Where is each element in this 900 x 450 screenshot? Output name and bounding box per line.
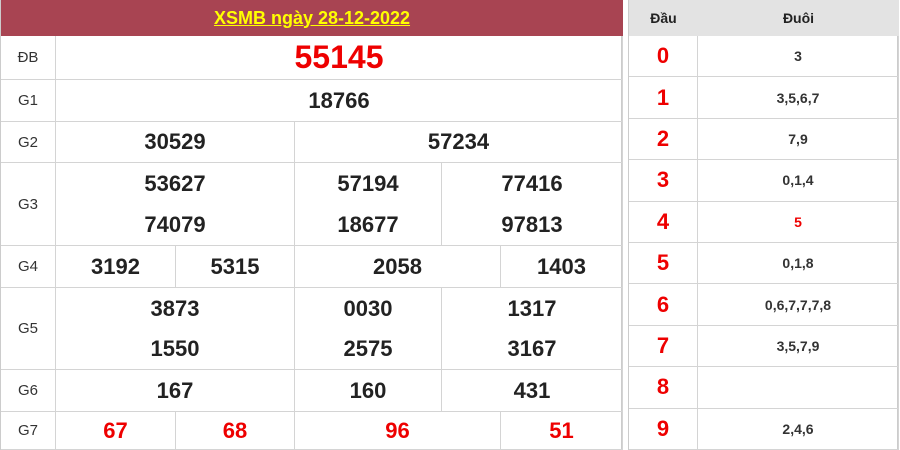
tail-column-header: Đuôi: [698, 0, 899, 36]
prize-number: 2058: [295, 246, 501, 288]
prize-number: 53627: [56, 163, 295, 205]
loto-tail: 3,5,7,9: [698, 325, 899, 368]
loto-tail: 3,5,6,7: [698, 77, 899, 119]
loto-tail: 3: [698, 36, 899, 78]
prize-number: 5315: [176, 246, 295, 288]
prize-number: 51: [501, 412, 623, 450]
prize-label: G6: [1, 370, 56, 412]
prize-label: G3: [1, 163, 56, 246]
prize-number: 3167: [442, 329, 623, 370]
prize-label: ĐB: [1, 36, 56, 80]
prize-label: G5: [1, 288, 56, 370]
prize-number: 1317: [442, 288, 623, 329]
loto-head: 1: [629, 77, 698, 119]
prize-number: 67: [56, 412, 176, 450]
prize-label: G7: [1, 412, 56, 450]
loto-tail: [698, 367, 899, 409]
loto-tail: 2,4,6: [698, 408, 899, 450]
head-column-header: Đầu: [629, 0, 698, 36]
prize-number: 77416: [442, 163, 623, 205]
prize-number: 160: [295, 370, 442, 412]
prize-number: 431: [442, 370, 623, 412]
loto-tail: 5: [698, 201, 899, 243]
prize-number: 57194: [295, 163, 442, 205]
prize-number: 2575: [295, 329, 442, 370]
loto-head: 2: [629, 118, 698, 161]
loto-head: 9: [629, 408, 698, 450]
prize-number: 57234: [295, 122, 623, 163]
prize-number: 3192: [56, 246, 176, 288]
prize-label: G2: [1, 122, 56, 163]
loto-head: 3: [629, 160, 698, 202]
loto-tail: 0,6,7,7,7,8: [698, 284, 899, 326]
loto-head: 5: [629, 242, 698, 285]
prize-number: 1403: [501, 246, 623, 288]
prize-label: G4: [1, 246, 56, 288]
loto-tail: 0,1,4: [698, 160, 899, 202]
loto-head: 0: [629, 36, 698, 78]
loto-head: 6: [629, 284, 698, 326]
loto-head: 7: [629, 325, 698, 368]
prize-number: 74079: [56, 205, 295, 246]
prize-label: G1: [1, 80, 56, 122]
prize-number: 167: [56, 370, 295, 412]
prize-number: 0030: [295, 288, 442, 329]
loto-head: 4: [629, 201, 698, 243]
loto-tail: 7,9: [698, 118, 899, 161]
result-table: XSMB ngày 28-12-2022 ĐB 55145 G1 18766 G…: [0, 0, 623, 450]
loto-tail: 0,1,8: [698, 242, 899, 285]
loto-table: Đầu Đuôi 0 3 1 3,5,6,7 2 7,9 3 0,1,4 4 5 5 0,1,8 6 0,…: [628, 0, 899, 450]
prize-number: 18766: [56, 80, 623, 122]
special-prize: 55145: [56, 36, 623, 80]
prize-number: 3873: [56, 288, 295, 329]
prize-number: 97813: [442, 205, 623, 246]
result-title-link[interactable]: XSMB ngày 28-12-2022: [1, 0, 623, 36]
prize-number: 68: [176, 412, 295, 450]
prize-number: 1550: [56, 329, 295, 370]
prize-number: 30529: [56, 122, 295, 163]
loto-head: 8: [629, 367, 698, 409]
prize-number: 96: [295, 412, 501, 450]
prize-number: 18677: [295, 205, 442, 246]
